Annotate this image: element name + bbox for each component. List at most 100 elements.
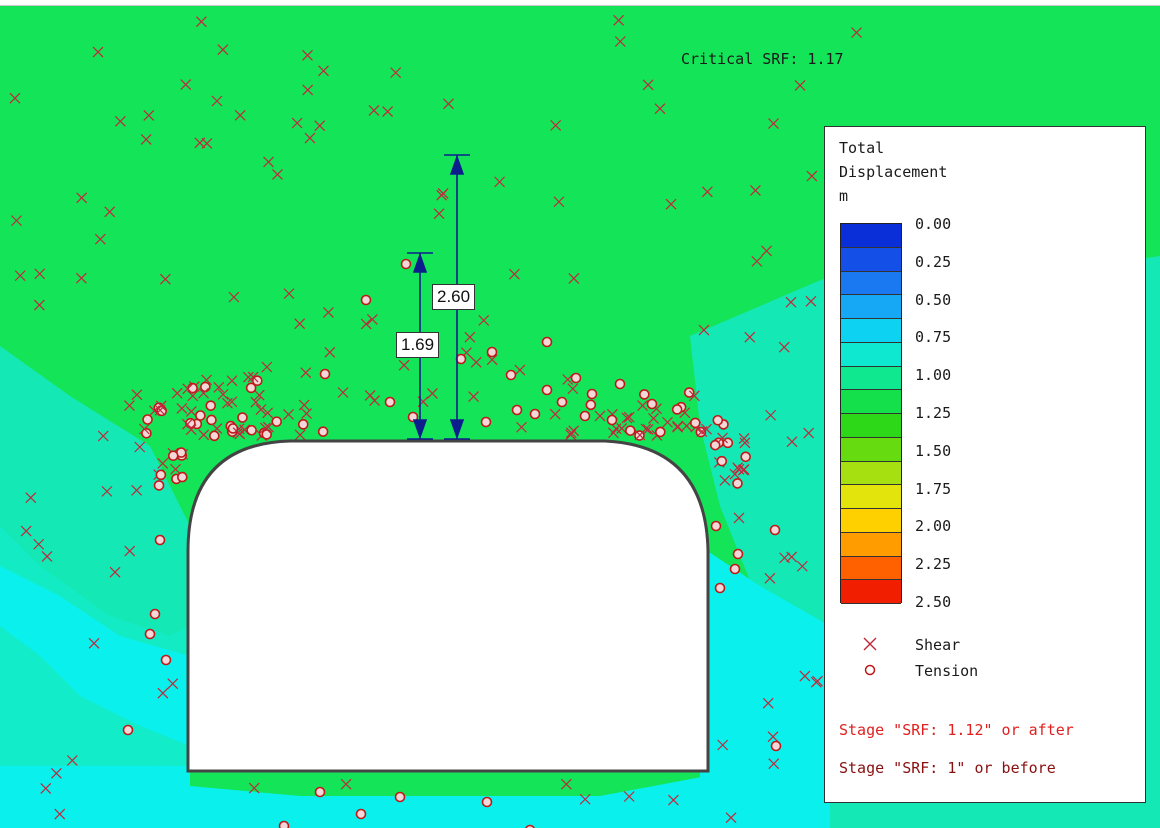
shear-marker [248, 782, 260, 794]
shear-marker [744, 331, 756, 343]
shear-marker [298, 399, 310, 411]
shear-marker [508, 268, 520, 280]
legend-color-segment [841, 366, 901, 391]
shear-marker [688, 390, 700, 402]
shear-marker [553, 196, 565, 208]
tension-marker [317, 426, 329, 437]
critical-srf-label: Critical SRF: 1.17 [681, 50, 844, 68]
shear-marker [729, 468, 741, 480]
tension-marker [529, 408, 541, 420]
shear-marker [131, 484, 143, 496]
tension-marker [579, 410, 591, 422]
shear-marker [211, 95, 223, 107]
shear-marker [232, 427, 244, 439]
shear-marker [300, 367, 312, 379]
shear-marker [114, 115, 126, 127]
tension-marker [237, 412, 248, 423]
legend-color-segment [841, 580, 901, 604]
model-view[interactable]: Critical SRF: 1.17 1.69 2.60 Total Displ… [0, 6, 1160, 828]
shear-marker [794, 79, 806, 91]
tension-marker [683, 387, 695, 398]
tension-marker [541, 336, 553, 348]
shear-marker [478, 314, 490, 326]
shear-marker [803, 427, 815, 439]
shear-marker [242, 371, 254, 383]
shear-marker [40, 782, 52, 794]
shear-marker [34, 268, 46, 280]
shear-marker [134, 441, 146, 453]
tension-marker [541, 384, 553, 396]
shear-marker [494, 176, 506, 188]
tension-marker [690, 417, 701, 429]
shear-marker [382, 106, 394, 118]
shear-marker [148, 405, 160, 417]
shear-marker [131, 389, 143, 401]
shear-marker [263, 156, 274, 168]
shear-marker [464, 331, 476, 343]
tension-marker [606, 414, 618, 426]
legend-tick-label: 0.75 [915, 328, 952, 347]
shear-marker [738, 432, 750, 444]
shear-marker [104, 206, 116, 218]
shear-marker [301, 408, 312, 420]
shear-marker [767, 731, 779, 743]
tension-marker [732, 478, 743, 489]
tension-marker [570, 372, 582, 384]
shear-marker [324, 346, 336, 358]
shear-marker [11, 215, 22, 227]
shear-marker [88, 637, 100, 649]
shear-marker [261, 361, 273, 373]
shear-marker [654, 103, 666, 115]
shear-marker [443, 98, 454, 110]
tension-marker [246, 424, 257, 436]
shear-marker [109, 566, 121, 578]
shear-marker [66, 755, 78, 766]
tension-marker [314, 786, 326, 798]
legend-color-segment [841, 509, 901, 533]
legend-color-segment [841, 556, 901, 581]
legend-stage-recent: Stage "SRF: 1.12" or after [839, 721, 1074, 739]
shear-marker [796, 560, 808, 572]
tension-marker [297, 419, 309, 430]
shear-marker [468, 391, 479, 402]
tension-marker [729, 563, 741, 575]
legend-title-line1: Total [839, 139, 885, 157]
shear-marker [637, 400, 648, 411]
shear-marker [340, 778, 352, 790]
shear-marker [786, 436, 798, 448]
shear-marker [719, 475, 731, 486]
shear-marker [701, 186, 713, 198]
shear-marker [761, 245, 772, 257]
shear-marker [672, 420, 684, 432]
shear-marker [171, 387, 183, 399]
tension-marker [740, 451, 751, 463]
shear-marker [94, 233, 106, 245]
contour-zone-cyan-right [700, 546, 830, 828]
shear-marker [228, 291, 240, 303]
tension-marker [770, 740, 782, 752]
shear-marker [304, 132, 316, 144]
legend-title-line2: Displacement [839, 163, 948, 181]
legend-color-segment [841, 319, 901, 343]
shear-marker [616, 423, 628, 434]
shear-marker [550, 119, 562, 131]
window-top-edge [0, 0, 1160, 6]
shear-marker [217, 388, 229, 400]
shear-marker [255, 404, 267, 415]
tension-marker [714, 582, 726, 594]
legend-tick-label: 2.25 [915, 555, 952, 574]
tension-marker [155, 469, 167, 481]
legend-tick-label: 1.00 [915, 366, 952, 385]
tension-marker [400, 258, 412, 270]
legend-tick-label: 0.50 [915, 290, 952, 309]
shear-marker [778, 341, 790, 353]
yield-markers [9, 14, 862, 828]
shear-marker [157, 687, 169, 699]
shear-marker [181, 418, 193, 430]
tension-marker [556, 396, 568, 408]
shear-marker [514, 364, 526, 376]
shear-marker [560, 778, 572, 790]
shear-marker [851, 27, 862, 39]
shear-marker [733, 512, 745, 524]
shear-marker [92, 46, 104, 58]
